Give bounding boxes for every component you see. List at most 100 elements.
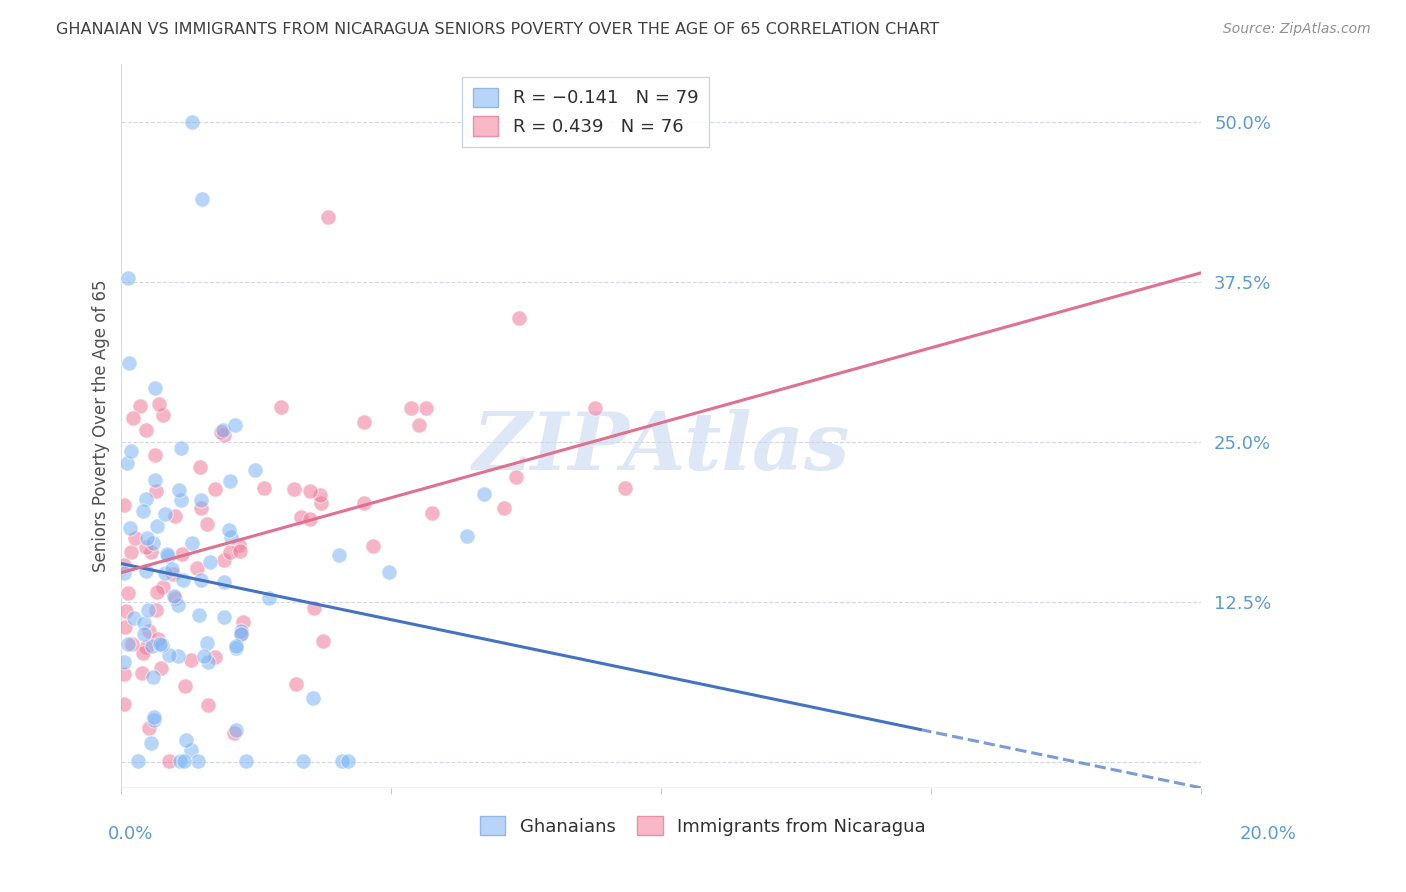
Point [229, 626, 252, 640]
Point [583, 401, 606, 415]
Point [114, 620, 136, 634]
Point [135, 540, 157, 554]
Point [122, 410, 145, 425]
Point [153, 566, 176, 580]
Point [170, 547, 193, 561]
Point [190, 573, 212, 587]
Point [243, 463, 266, 477]
Point [172, 573, 194, 587]
Point [204, 650, 226, 665]
Point [135, 564, 157, 578]
Point [222, 726, 245, 740]
Point [114, 604, 136, 618]
Point [353, 496, 375, 510]
Point [112, 566, 135, 581]
Point [301, 691, 323, 706]
Point [129, 399, 152, 413]
Point [180, 536, 202, 550]
Point [157, 648, 180, 662]
Point [146, 632, 169, 646]
Point [494, 500, 516, 515]
Point [456, 529, 478, 543]
Point [112, 667, 135, 681]
Text: ZIPAtlas: ZIPAtlas [472, 409, 849, 486]
Point [186, 560, 208, 574]
Point [135, 531, 157, 545]
Point [156, 549, 179, 563]
Text: Source: ZipAtlas.com: Source: ZipAtlas.com [1223, 22, 1371, 37]
Point [195, 636, 218, 650]
Point [235, 754, 257, 768]
Point [141, 640, 163, 654]
Point [214, 552, 236, 566]
Point [298, 483, 321, 498]
Point [160, 562, 183, 576]
Point [193, 649, 215, 664]
Point [209, 425, 232, 439]
Point [190, 500, 212, 515]
Point [353, 415, 375, 429]
Point [170, 492, 193, 507]
Point [180, 114, 202, 128]
Point [121, 637, 143, 651]
Point [156, 547, 179, 561]
Point [312, 634, 335, 648]
Point [328, 548, 350, 562]
Point [152, 580, 174, 594]
Point [142, 710, 165, 724]
Point [162, 567, 184, 582]
Point [228, 538, 250, 552]
Text: 20.0%: 20.0% [1240, 825, 1296, 843]
Point [141, 544, 163, 558]
Point [167, 599, 190, 613]
Point [225, 641, 247, 656]
Point [180, 743, 202, 757]
Point [132, 646, 155, 660]
Point [143, 381, 166, 395]
Point [169, 754, 191, 768]
Point [115, 457, 138, 471]
Point [219, 530, 242, 544]
Point [132, 627, 155, 641]
Point [142, 670, 165, 684]
Point [138, 603, 160, 617]
Point [505, 470, 527, 484]
Point [231, 627, 253, 641]
Point [143, 473, 166, 487]
Point [232, 615, 254, 630]
Point [143, 448, 166, 462]
Point [170, 441, 193, 455]
Point [152, 409, 174, 423]
Point [399, 401, 422, 415]
Point [420, 506, 443, 520]
Point [132, 504, 155, 518]
Point [508, 310, 530, 325]
Point [139, 736, 162, 750]
Point [309, 495, 332, 509]
Point [145, 483, 167, 498]
Point [124, 610, 146, 624]
Point [174, 679, 197, 693]
Point [197, 698, 219, 712]
Point [198, 554, 221, 568]
Point [174, 733, 197, 747]
Point [283, 482, 305, 496]
Point [229, 624, 252, 638]
Text: 0.0%: 0.0% [108, 825, 153, 843]
Y-axis label: Seniors Poverty Over the Age of 65: Seniors Poverty Over the Age of 65 [93, 280, 110, 572]
Point [285, 676, 308, 690]
Point [188, 459, 211, 474]
Point [302, 601, 325, 615]
Point [180, 653, 202, 667]
Point [135, 640, 157, 654]
Point [149, 637, 172, 651]
Point [135, 492, 157, 507]
Point [165, 591, 187, 605]
Point [219, 545, 242, 559]
Point [214, 610, 236, 624]
Point [270, 400, 292, 414]
Point [112, 697, 135, 711]
Point [257, 591, 280, 605]
Point [218, 523, 240, 537]
Point [415, 401, 437, 415]
